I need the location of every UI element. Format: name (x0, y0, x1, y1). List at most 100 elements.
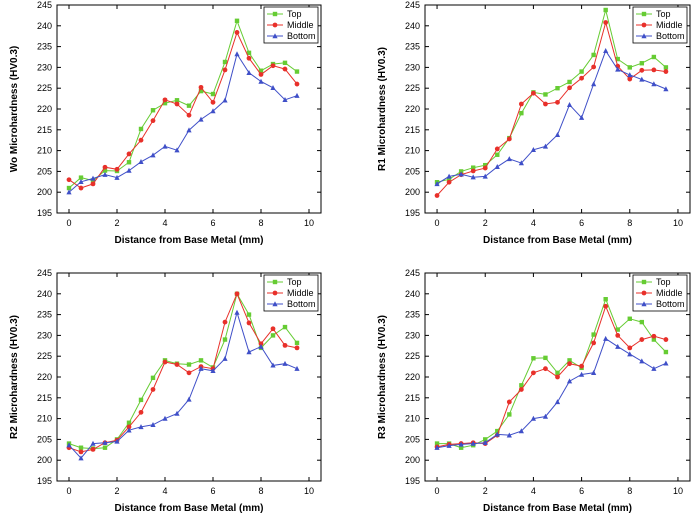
x-tick-label: 8 (627, 218, 632, 228)
data-point (150, 108, 156, 113)
x-tick-label: 10 (304, 218, 314, 228)
y-tick-label: 225 (37, 351, 52, 361)
data-point (66, 177, 72, 183)
x-tick-label: 4 (162, 218, 167, 228)
y-axis-title: R3 Microhardness (HV0.3) (377, 315, 388, 439)
legend-marker (641, 22, 647, 28)
y-tick-label: 215 (37, 125, 52, 135)
data-point (222, 59, 228, 65)
data-point (90, 440, 96, 446)
data-point (639, 319, 645, 325)
data-point (567, 361, 572, 367)
data-point (519, 110, 524, 116)
y-tick-label: 220 (37, 104, 52, 114)
data-point (270, 362, 276, 368)
legend-label-middle: Middle (287, 288, 314, 298)
data-point (627, 345, 633, 351)
y-tick-label: 235 (405, 42, 420, 52)
y-tick-label: 220 (405, 372, 420, 382)
data-point (114, 174, 120, 180)
data-point (114, 166, 120, 172)
data-point (530, 415, 537, 421)
data-point (234, 18, 240, 24)
y-tick-label: 235 (37, 310, 52, 320)
data-point (162, 415, 168, 421)
y-tick-label: 200 (37, 187, 52, 197)
data-point (639, 61, 645, 66)
data-point (494, 146, 500, 152)
legend-marker (272, 11, 278, 17)
data-point (579, 69, 584, 74)
data-point (126, 167, 132, 173)
data-point (78, 179, 84, 184)
data-point (651, 81, 657, 87)
data-point (591, 340, 597, 346)
data-point (174, 101, 180, 107)
legend-marker (641, 279, 647, 285)
data-point (150, 152, 156, 158)
legend-label-bottom: Bottom (287, 31, 316, 41)
data-point (270, 326, 276, 332)
data-point (258, 68, 264, 73)
data-point (246, 55, 252, 61)
y-tick-label: 240 (405, 289, 420, 299)
data-point (186, 103, 192, 108)
data-point (542, 413, 549, 419)
y-tick-label: 230 (37, 330, 52, 340)
data-point (102, 445, 108, 450)
chart-panel-2: 195 200 205 210 215 220 225 230 235 240 245 0 2 4 6 8 10… (377, 0, 691, 246)
data-point (555, 86, 560, 91)
y-tick-label: 245 (37, 0, 52, 10)
data-point (162, 359, 168, 365)
data-point (591, 332, 596, 337)
data-point (627, 316, 632, 321)
data-point (246, 50, 252, 56)
y-axis-title: R1 Microhardness (HV0.3) (377, 47, 388, 171)
data-point (531, 90, 536, 96)
data-point (282, 360, 288, 366)
data-point (90, 181, 96, 187)
data-point (150, 387, 156, 392)
data-point (150, 118, 156, 124)
x-tick-label: 8 (627, 486, 632, 496)
x-tick-label: 2 (483, 486, 488, 496)
data-point (294, 345, 300, 351)
data-point (66, 189, 72, 195)
data-point (102, 439, 108, 445)
data-point (222, 337, 228, 342)
data-point (162, 97, 168, 103)
legend-label-top: Top (287, 9, 302, 19)
data-point (234, 309, 240, 315)
x-tick-label: 0 (66, 486, 71, 496)
data-point (518, 101, 524, 107)
y-tick-label: 245 (37, 268, 52, 278)
data-point (579, 363, 584, 369)
data-point (78, 185, 84, 191)
legend-marker (641, 290, 647, 296)
data-point (506, 156, 512, 162)
x-tick-label: 6 (210, 218, 215, 228)
data-point (663, 337, 669, 342)
x-tick-label: 10 (673, 218, 683, 228)
y-axis-title: R2 Microhardness (HV0.3) (9, 315, 20, 439)
y-tick-label: 195 (37, 208, 52, 218)
legend-marker (641, 11, 647, 17)
legend-label-middle: Middle (287, 20, 314, 30)
series-middle (434, 20, 669, 198)
data-point (470, 440, 476, 446)
data-point (458, 445, 464, 450)
data-point (591, 52, 596, 58)
data-point (542, 143, 549, 149)
data-point (258, 341, 264, 347)
y-tick-label: 205 (405, 166, 420, 176)
data-point (615, 56, 620, 62)
series-bottom (434, 335, 669, 450)
data-point (506, 399, 512, 405)
data-point (294, 365, 300, 371)
data-point (222, 355, 228, 361)
data-point (162, 143, 168, 149)
chart-panel-3: 195 200 205 210 215 220 225 230 235 240 245 0 2 4 6 8 10… (9, 268, 322, 514)
series-middle (66, 30, 300, 191)
series-line-bottom (68, 52, 298, 193)
